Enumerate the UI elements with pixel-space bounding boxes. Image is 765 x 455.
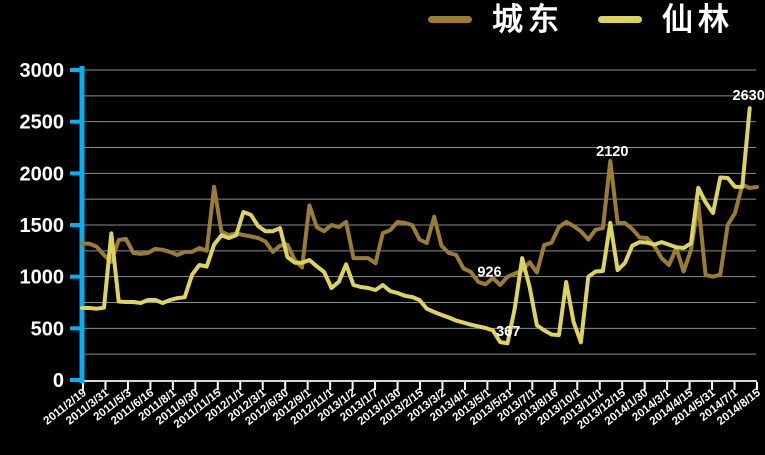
y-tick-label: 0 [53,370,64,392]
series-line-chengdong [80,158,759,287]
y-tick-label: 500 [31,318,64,340]
data-label: 367 [496,324,520,340]
legend-item-chengdong: 城东 [428,4,564,35]
data-label: 2630 [733,88,765,104]
y-tick-label: 1000 [20,267,65,289]
legend-label-chengdong: 城东 [492,2,564,37]
legend-item-xianlin: 仙林 [598,4,734,35]
data-label: 2120 [596,144,628,160]
series-line-xianlin [80,106,752,346]
y-tick-label: 3000 [20,60,65,82]
chart-legend: 城东 仙林 [428,4,734,35]
legend-swatch-xianlin-icon [598,16,642,23]
data-label: 926 [477,264,501,280]
legend-swatch-chengdong-icon [428,16,472,23]
y-tick-label: 2000 [20,163,65,185]
legend-label-xianlin: 仙林 [662,2,734,37]
y-tick-label: 1500 [20,215,65,237]
y-tick-label: 2500 [20,112,65,134]
